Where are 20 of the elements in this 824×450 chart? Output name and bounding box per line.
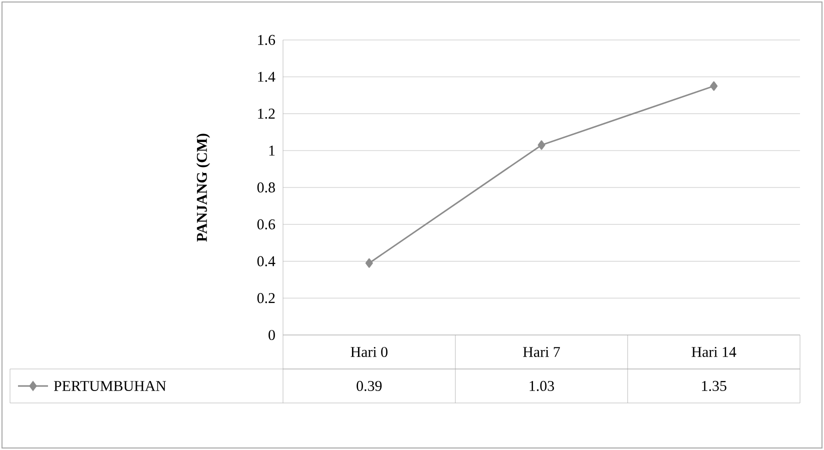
y-tick-label: 0.2 [257, 293, 275, 304]
y-tick-label: 0.8 [257, 182, 275, 193]
y-tick-label: 0 [268, 330, 275, 340]
y-tick-label: 1.4 [258, 72, 276, 82]
y-tick-label: 1.6 [258, 34, 276, 46]
y-axis-title: PANJANG (CM) [196, 134, 210, 242]
point [710, 81, 718, 91]
data-label: 1.35 [702, 380, 726, 392]
point [538, 140, 546, 150]
x-tick-label: Hari 0 [350, 346, 388, 358]
legend-label: PERTUMBUHAN [54, 380, 166, 391]
data-label: 0.39 [356, 380, 382, 392]
x-tick-label: Hari 14 [692, 346, 736, 357]
y-tick-label: 1.2 [258, 108, 275, 119]
y-tick-label: 1 [269, 146, 275, 156]
point [365, 258, 373, 268]
y-tick-label: 0.6 [257, 219, 276, 230]
x-tick-label: Hari 7 [523, 346, 560, 357]
data-label: 1.03 [530, 380, 554, 392]
y-tick-label: 0.4 [257, 256, 276, 266]
